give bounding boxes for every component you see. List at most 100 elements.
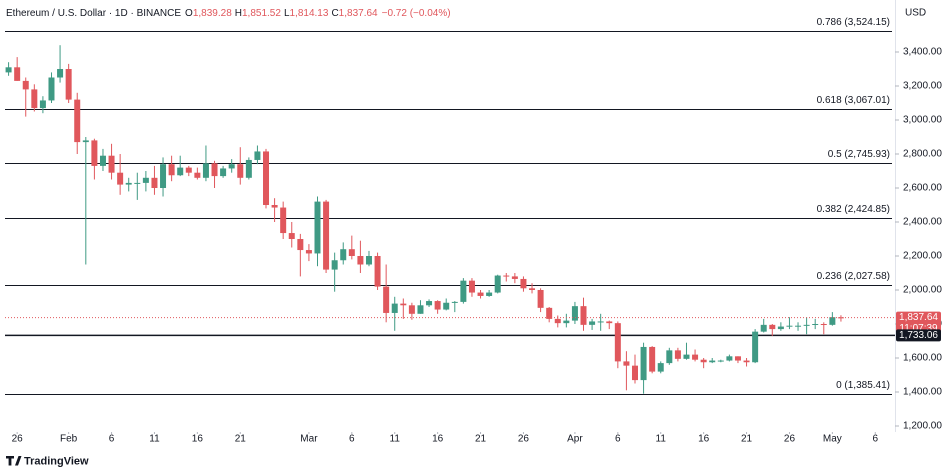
fib-label: 0.618 (3,067.01)	[817, 95, 890, 106]
candle-body	[734, 356, 741, 361]
candle-body	[340, 249, 347, 261]
candle-body	[374, 256, 381, 287]
candle-body	[460, 280, 467, 302]
x-tick-label: 16	[698, 434, 710, 445]
candle-body	[280, 207, 287, 234]
candle-body	[683, 354, 690, 359]
ohlc-value: 1,851.52	[242, 8, 281, 19]
candle-body	[65, 69, 72, 100]
candle-body	[202, 163, 209, 178]
x-tick-label: 21	[235, 434, 247, 445]
candle-body	[245, 159, 252, 178]
ohlc-value: 1,839.28	[193, 8, 232, 19]
candle-body	[288, 233, 295, 239]
candle-body	[769, 324, 776, 330]
candle-body	[331, 260, 338, 270]
candle-body	[709, 360, 716, 363]
y-tick-label: 1,600.00	[903, 353, 942, 364]
x-tick-label: 6	[109, 434, 115, 445]
candle-body	[631, 365, 638, 381]
x-tick-label: 21	[475, 434, 487, 445]
candle-body	[580, 306, 587, 325]
candle-body	[477, 292, 484, 296]
candle-body	[117, 172, 124, 185]
candle-body	[151, 177, 158, 188]
candle-body	[623, 361, 630, 366]
candle-body	[82, 140, 89, 143]
y-tick-label: 3,400.00	[903, 47, 942, 58]
candle-body	[640, 346, 647, 381]
candle-body	[228, 164, 235, 169]
fib-label: 0 (1,385.41)	[836, 380, 890, 391]
candle-body	[108, 155, 115, 173]
candle-body	[468, 280, 475, 293]
y-tick-label: 2,200.00	[903, 251, 942, 262]
candle-body	[717, 360, 724, 362]
brand: TradingView	[24, 455, 89, 467]
logo[interactable]: TradingView	[6, 455, 89, 467]
candle-body	[185, 167, 192, 173]
candle-body	[220, 168, 227, 177]
y-tick-label: 2,400.00	[903, 217, 942, 228]
x-tick-label: Feb	[60, 434, 78, 445]
support-label: 1,733.06	[899, 330, 938, 341]
candle-body	[520, 278, 527, 289]
candle-body	[743, 360, 750, 363]
candle-body	[160, 164, 167, 188]
candle-body	[614, 323, 621, 362]
candle-body	[657, 363, 664, 372]
candle-body	[451, 301, 458, 303]
x-tick-label: 6	[872, 434, 878, 445]
candle-body	[752, 331, 759, 363]
candle-body	[666, 350, 673, 364]
candle-body	[31, 89, 38, 109]
currency: USD	[905, 8, 926, 19]
fib-label: 0.5 (2,745.93)	[828, 149, 890, 160]
x-tick-label: 6	[349, 434, 355, 445]
candle-body	[357, 256, 364, 265]
fib-label: 0.382 (2,424.85)	[817, 204, 890, 215]
candle-body	[323, 201, 330, 270]
x-tick-label: 11	[390, 434, 401, 445]
x-tick-label: 11	[149, 434, 160, 445]
ohlc-label: H	[235, 8, 242, 19]
ohlc-label: C	[331, 8, 338, 19]
candle-body	[168, 164, 175, 176]
candle-body	[22, 80, 29, 90]
candle-body	[194, 172, 201, 178]
x-tick-label: 26	[518, 434, 530, 445]
candle-body	[571, 306, 578, 321]
candle-body	[674, 350, 681, 359]
candle-body	[271, 205, 278, 208]
candle-body	[5, 67, 12, 73]
candle-body	[417, 305, 424, 314]
candle-body	[649, 346, 656, 372]
candle-body	[14, 67, 21, 81]
candle-body	[408, 305, 415, 314]
candle-body	[426, 301, 433, 306]
y-tick-label: 2,600.00	[903, 183, 942, 194]
header: Ethereum / U.S. Dollar · 1D · BINANCE O1,…	[6, 8, 451, 19]
y-tick-label: 3,200.00	[903, 81, 942, 92]
candle-body	[820, 324, 827, 325]
candle-body	[177, 167, 184, 176]
candle-body	[837, 317, 844, 319]
candle-body	[125, 182, 132, 185]
fib-label: 0.786 (3,524.15)	[817, 17, 890, 28]
candle-body	[812, 324, 819, 325]
candle-body	[537, 290, 544, 308]
ohlc-value: 1,814.13	[290, 8, 329, 19]
candle-body	[391, 303, 398, 313]
candle-body	[305, 250, 312, 254]
fib-label: 0.236 (2,027.58)	[817, 271, 890, 282]
candle-body	[726, 356, 733, 361]
last-price-label: 1,837.64	[899, 312, 938, 323]
x-tick-label: 11	[656, 434, 667, 445]
x-tick-label: 6	[615, 434, 621, 445]
change: −0.72 (−0.04%)	[382, 8, 451, 19]
candle-body	[606, 321, 613, 324]
candle-body	[134, 182, 141, 184]
